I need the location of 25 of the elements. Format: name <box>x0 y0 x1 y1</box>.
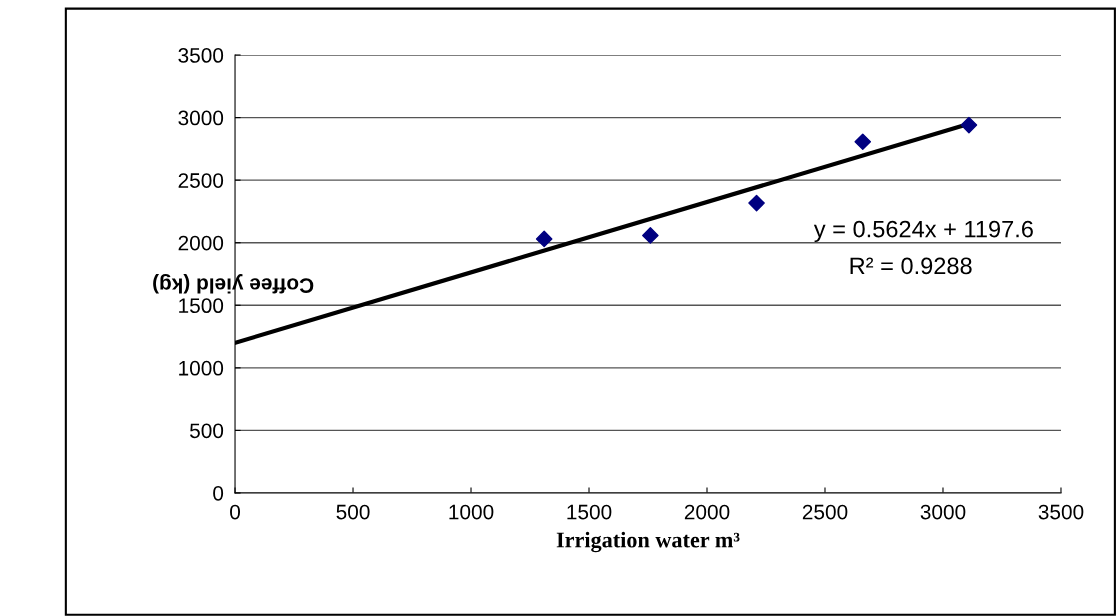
y-tick-label: 1500 <box>179 298 224 314</box>
y-tick-label: 1000 <box>179 360 224 376</box>
x-axis-title: Irrigation water m³ <box>556 531 740 553</box>
y-tick-label: 3500 <box>178 48 224 63</box>
x-tick-label: 2000 <box>684 504 730 520</box>
point <box>960 116 978 134</box>
point <box>642 227 659 244</box>
annotation: R² = 0.9288 <box>850 257 972 275</box>
annotation: y = 0.5624x + 1197.6 <box>813 220 1033 243</box>
point <box>748 194 765 212</box>
y-tick-label: 500 <box>190 423 224 439</box>
y-axis-title: Coffee yield (kg) <box>153 274 314 294</box>
y-tick-label: 2000 <box>178 235 224 251</box>
y-tick-label: 3000 <box>178 110 224 126</box>
x-tick-label: 1500 <box>567 504 612 520</box>
point <box>535 230 553 248</box>
x-tick-label: 3000 <box>920 504 966 520</box>
x-tick-label: 2500 <box>802 504 848 520</box>
x-tick-label: 3500 <box>1038 504 1084 520</box>
x-tick-label: 1000 <box>449 504 494 520</box>
x-tick-label: 0 <box>230 504 241 520</box>
y-tick-label: 0 <box>213 485 224 501</box>
point <box>854 133 872 151</box>
x-tick-label: 500 <box>336 504 370 520</box>
y-tick-label: 2500 <box>178 173 224 188</box>
